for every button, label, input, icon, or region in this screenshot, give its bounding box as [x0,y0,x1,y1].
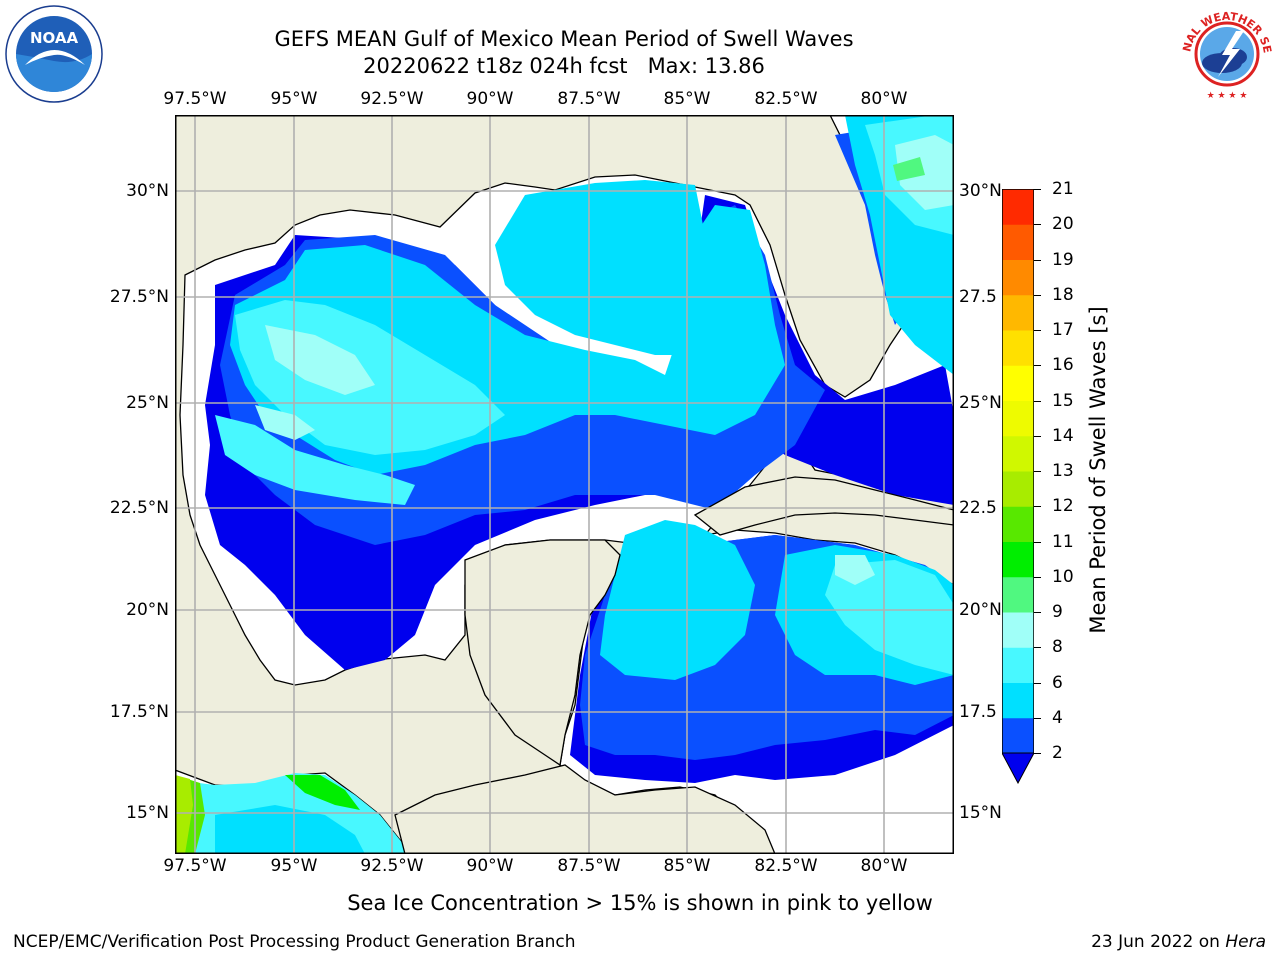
colorbar-tick-label: 16 [1052,355,1074,376]
colorbar-band [1002,294,1034,331]
colorbar-band [1002,365,1034,401]
colorbar-tick-mark [1034,647,1041,649]
lon-label-top: 85°W [663,89,711,109]
colorbar-tick-label: 8 [1052,637,1063,658]
colorbar-band [1002,506,1034,542]
svg-text:★ ★ ★ ★: ★ ★ ★ ★ [1207,91,1248,101]
lon-label-bottom: 87.5°W [557,856,621,876]
colorbar-tick-label: 18 [1052,284,1074,305]
colorbar-band [1002,330,1034,366]
lat-label-right: 27.5 [959,287,997,307]
lat-label-left: 20°N [126,600,169,620]
lat-label-right: 20°N [959,600,1002,620]
lon-label-bottom: 95°W [270,856,318,876]
lon-label-top: 95°W [270,89,318,109]
lat-label-right: 15°N [959,803,1002,823]
colorbar-band [1002,400,1034,437]
lon-label-bottom: 82.5°W [754,856,818,876]
colorbar-tick-label: 4 [1052,707,1063,728]
footer-date: 23 Jun 2022 on Hera [1091,932,1266,952]
colorbar-tick-label: 15 [1052,390,1074,411]
lat-label-right: 22.5 [959,498,997,518]
colorbar-tick-mark [1034,189,1041,190]
plot-subtitle: 20220622 t18z 024h fcst Max: 13.86 [363,54,765,78]
colorbar-band [1002,647,1034,683]
lat-label-left: 17.5°N [109,702,169,722]
colorbar-band [1002,435,1034,472]
colorbar-tick-mark [1034,753,1041,754]
colorbar-tick-label: 10 [1052,566,1074,587]
colorbar-graphic [1001,188,1035,785]
plot-title: GEFS MEAN Gulf of Mexico Mean Period of … [274,27,854,51]
colorbar-tick-label: 13 [1052,461,1074,481]
colorbar-band [1002,471,1034,507]
lat-label-left: 27.5°N [109,287,169,307]
colorbar-tick-mark [1034,541,1041,543]
lat-label-left: 15°N [126,803,169,823]
nws-logo: NATIONAL WEATHER SERVICE ★ ★ ★ ★ [1173,0,1276,103]
grid [175,115,954,854]
lat-label-right: 25°N [959,393,1002,413]
lon-label-top: 80°W [860,89,908,109]
colorbar-tick-mark [1034,330,1041,331]
colorbar-tick-mark [1034,506,1041,508]
colorbar-band [1002,541,1034,578]
lon-label-top: 92.5°W [360,89,424,109]
colorbar-tick-mark [1034,400,1041,402]
colorbar-tick-label: 21 [1052,179,1074,199]
lon-label-top: 90°W [466,89,514,109]
lat-label-left: 22.5°N [109,498,169,518]
colorbar-tick-label: 17 [1052,320,1074,340]
colorbar-tick-mark [1034,435,1041,437]
colorbar-tick-mark [1034,471,1041,472]
colorbar-tick-mark [1034,224,1041,226]
footer-host: Hera [1225,932,1266,952]
colorbar-band [1002,224,1034,260]
lat-label-right: 17.5 [959,702,997,722]
colorbar-tick-label: 12 [1052,496,1074,517]
colorbar-band [1002,259,1034,296]
colorbar-band [1002,682,1034,719]
swell-period-map [174,114,955,855]
lon-label-bottom: 90°W [466,856,514,876]
colorbar-tick-label: 6 [1052,672,1063,693]
colorbar-tick-label: 19 [1052,249,1074,270]
colorbar-under-triangle [1001,752,1035,785]
lon-label-bottom: 80°W [860,856,908,876]
colorbar [1001,188,1035,785]
colorbar-tick-label: 11 [1052,531,1074,552]
colorbar-tick-label: 2 [1052,743,1063,763]
colorbar-tick-label: 20 [1052,214,1074,235]
colorbar-tick-mark [1034,365,1041,367]
map-panel [174,114,955,855]
colorbar-tick-mark [1034,612,1041,613]
colorbar-tick-mark [1034,576,1041,578]
noaa-logo: NOAA [5,5,103,103]
footer-credit: NCEP/EMC/Verification Post Processing Pr… [13,932,576,952]
lon-label-bottom: 92.5°W [360,856,424,876]
lon-label-top: 97.5°W [163,89,227,109]
lat-label-left: 25°N [126,393,169,413]
colorbar-tick-mark [1034,682,1041,684]
colorbar-tick-label: 9 [1052,602,1063,622]
lon-label-bottom: 85°W [663,856,711,876]
colorbar-band [1002,189,1034,225]
colorbar-tick-mark [1034,294,1041,296]
colorbar-band [1002,717,1034,754]
lon-label-bottom: 97.5°W [163,856,227,876]
colorbar-band [1002,612,1034,648]
noaa-logo-text: NOAA [30,29,79,47]
colorbar-title: Mean Period of Swell Waves [s] [1086,306,1110,634]
colorbar-tick-mark [1034,717,1041,719]
lat-label-right: 30°N [959,181,1002,201]
lon-label-top: 82.5°W [754,89,818,109]
lon-label-top: 87.5°W [557,89,621,109]
colorbar-band [1002,576,1034,613]
sea-ice-note: Sea Ice Concentration > 15% is shown in … [347,891,933,915]
swell-fill [175,115,954,854]
yucatan-land [464,539,621,767]
lat-label-left: 30°N [126,181,169,201]
colorbar-tick-mark [1034,259,1041,261]
colorbar-tick-label: 14 [1052,425,1074,446]
